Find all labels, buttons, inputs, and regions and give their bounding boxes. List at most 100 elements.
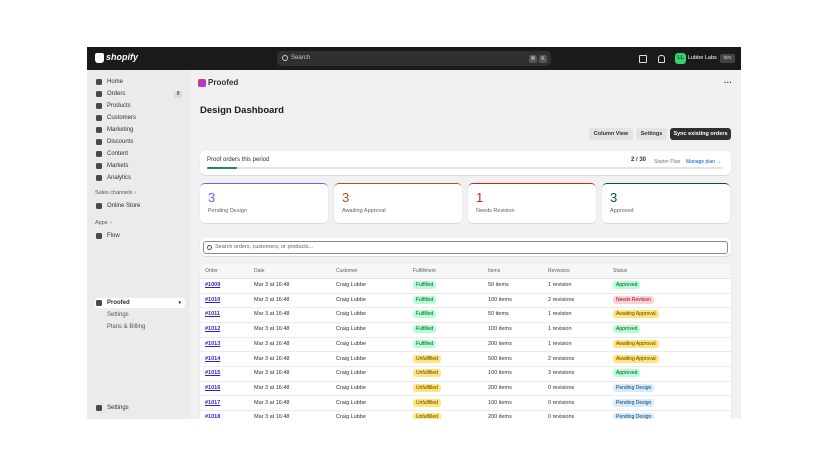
table-cell: Fulfilled — [413, 307, 437, 322]
table-row[interactable]: #1011 Mar 3 at 16:48 Craig Lubbe Fulfilled 5… — [200, 307, 731, 323]
table-cell: Mar 3 at 16:48 — [254, 366, 289, 381]
cell-text: 2 revisions — [548, 355, 575, 362]
manage-plan-link[interactable]: Manage plan → — [686, 159, 722, 165]
order-link[interactable]: #1018 — [205, 414, 221, 419]
table-row[interactable]: #1013 Mar 3 at 16:48 Craig Lubbe Fulfilled 2… — [200, 337, 731, 353]
notification-icon[interactable] — [658, 55, 665, 63]
cell-text: 2 revisions — [548, 296, 575, 303]
page-title: Design Dashboard — [200, 105, 284, 116]
nav-item[interactable]: Plans & Billing — [95, 322, 185, 332]
nav-icon — [96, 91, 102, 97]
order-link[interactable]: #1016 — [205, 384, 221, 391]
nav-item[interactable]: Products — [95, 101, 185, 111]
action-button[interactable]: Column View — [589, 128, 633, 140]
cell-text: 100 items — [488, 326, 512, 333]
stat-value: 3 — [342, 190, 350, 205]
table-cell: Craig Lubbe — [336, 307, 366, 322]
table-cell: 2 revisions — [548, 293, 574, 308]
cell-text: Craig Lubbe — [336, 414, 366, 419]
stat-value: 1 — [476, 190, 484, 205]
table-row[interactable]: #1018 Mar 3 at 16:48 Craig Lubbe Unfulfille… — [200, 410, 731, 419]
cell-text: 1 revision — [548, 311, 572, 318]
action-button[interactable]: Sync existing orders — [670, 128, 731, 140]
table-cell: 1 revision — [548, 307, 572, 322]
nav-item[interactable]: Home — [95, 77, 185, 87]
order-link[interactable]: #1013 — [205, 340, 221, 347]
table-cell: 3 revisions — [548, 366, 574, 381]
order-link[interactable]: #1015 — [205, 370, 221, 377]
order-link[interactable]: #1014 — [205, 355, 221, 362]
table-row[interactable]: #1014 Mar 3 at 16:48 Craig Lubbe Unfulfille… — [200, 352, 731, 368]
nav-item[interactable]: Settings — [95, 403, 185, 413]
action-button[interactable]: Settings — [636, 128, 667, 140]
table-row[interactable]: #1012 Mar 3 at 16:48 Craig Lubbe Fulfilled 1… — [200, 322, 731, 338]
cell-text: Craig Lubbe — [336, 355, 366, 362]
table-row[interactable]: #1010 Mar 3 at 16:48 Craig Lubbe Fulfilled 1… — [200, 293, 731, 309]
cell-text: 0 revisions — [548, 384, 575, 391]
column-header: Order — [205, 268, 218, 274]
nav-item[interactable]: Online Store — [95, 201, 185, 211]
nav-item[interactable]: Analytics — [95, 173, 185, 183]
order-link[interactable]: #1009 — [205, 282, 221, 288]
store-icon[interactable] — [639, 55, 647, 63]
nav-item[interactable]: Markets — [95, 161, 185, 171]
status-badge: Pending Design — [613, 413, 655, 419]
main-content: Proofed ··· Design Dashboard Column View… — [190, 70, 741, 419]
order-link[interactable]: #1011 — [205, 311, 220, 318]
table-header: Order Date Customer Fulfillment Items Revisio… — [200, 264, 731, 279]
table-row[interactable]: #1017 Mar 3 at 16:48 Craig Lubbe Unfulfille… — [200, 396, 731, 412]
table-cell: Fulfilled — [413, 278, 437, 293]
section-title: Apps — [95, 220, 108, 226]
cell-text: Craig Lubbe — [336, 311, 366, 318]
nav-label: Proofed — [107, 300, 130, 306]
order-link[interactable]: #1012 — [205, 326, 221, 333]
cell-text: 200 items — [488, 384, 512, 391]
order-link[interactable]: #1017 — [205, 399, 221, 406]
nav-item[interactable]: Customers — [95, 113, 185, 123]
table-cell: Mar 3 at 16:48 — [254, 278, 289, 293]
search-box[interactable]: Search ⌘ K — [277, 51, 551, 66]
column-header: Status — [613, 268, 628, 274]
cell-text: Mar 3 at 16:48 — [254, 414, 290, 419]
nav-item[interactable]: Flow — [95, 231, 185, 241]
table-cell: Mar 3 at 16:48 — [254, 396, 289, 411]
table-cell: Craig Lubbe — [336, 396, 366, 411]
table-cell: Mar 3 at 16:48 — [254, 352, 289, 367]
nav-item[interactable]: Proofed ▾ — [95, 298, 185, 308]
order-link[interactable]: #1010 — [205, 296, 221, 303]
cell-text: 0 revisions — [548, 414, 575, 419]
nav-label: Products — [107, 103, 131, 109]
avatar[interactable]: LL — [675, 53, 686, 64]
nav-item[interactable]: Settings — [95, 310, 185, 320]
table-cell: 200 items — [488, 337, 512, 352]
cell-text: Mar 3 at 16:48 — [254, 296, 290, 303]
table-cell: 0 revisions — [548, 410, 574, 419]
nav-item[interactable]: Marketing — [95, 125, 185, 135]
search-icon — [282, 55, 288, 61]
chevron: ▾ — [178, 300, 181, 306]
nav-label: Orders — [107, 91, 126, 97]
table-cell: Craig Lubbe — [336, 322, 366, 337]
table-row[interactable]: #1015 Mar 3 at 16:48 Craig Lubbe Unfulfille… — [200, 366, 731, 382]
nav-item[interactable]: Content — [95, 149, 185, 159]
fulfillment-badge: Fulfilled — [413, 325, 437, 334]
search-card: Search orders, customers, or products... — [200, 238, 731, 256]
nav-label: Plans & Billing — [107, 324, 146, 330]
order-search[interactable]: Search orders, customers, or products... — [203, 241, 728, 254]
store-name[interactable]: Lubbe Labs — [688, 55, 717, 61]
fulfillment-badge: Fulfilled — [413, 295, 437, 304]
table-cell: 1 revision — [548, 278, 572, 293]
table-row[interactable]: #1009 Mar 3 at 16:48 Craig Lubbe Fulfilled 5… — [200, 278, 731, 294]
nav-item[interactable]: Orders 8 — [95, 89, 185, 99]
nav-item[interactable]: Discounts — [95, 137, 185, 147]
cell-text: 0 revisions — [548, 399, 575, 406]
table-row[interactable]: #1016 Mar 3 at 16:48 Craig Lubbe Unfulfille… — [200, 381, 731, 397]
nav-label: Content — [107, 151, 129, 157]
brand: shopify — [106, 52, 139, 62]
table-cell: #1011 — [205, 307, 220, 322]
table-cell: #1010 — [205, 293, 220, 308]
search-placeholder: Search — [291, 55, 311, 61]
shortcut-key: ⌘ — [529, 54, 537, 63]
more-menu[interactable]: ··· — [724, 78, 732, 87]
app-name: Proofed — [208, 78, 239, 87]
